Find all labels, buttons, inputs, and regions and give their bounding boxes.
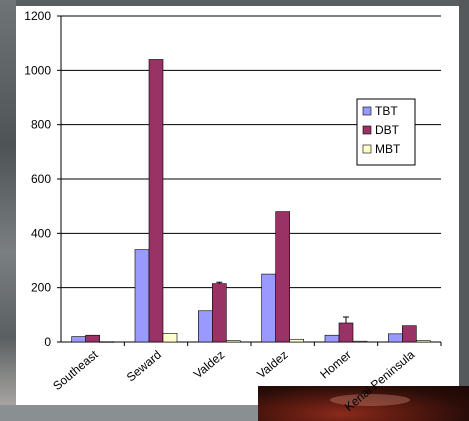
x-tick-label: Kenai Peninsula [342,347,418,414]
legend-label: TBT [375,104,398,118]
x-tick-label: Valdez [191,348,227,382]
y-tick-label: 400 [31,226,51,240]
bar [261,273,276,343]
x-tick-label: Southeast [50,347,101,393]
bar [99,341,114,343]
bar [198,310,213,343]
bar [148,59,164,343]
bar [289,338,304,343]
legend-swatch [362,125,372,135]
x-tick-label: Seward [124,348,164,385]
y-tick-label: 200 [31,281,51,295]
bar [402,325,417,343]
bar [352,340,368,343]
y-tick-label: 1000 [24,63,51,77]
x-tick-label: Homer [317,348,354,382]
y-tick-label: 800 [31,118,51,132]
legend-label: MBT [375,142,401,156]
legend-swatch [362,106,372,116]
legend-swatch [362,144,372,154]
bar [212,283,227,343]
specimen-photo [258,386,469,421]
bar [324,334,340,343]
background-right [459,0,469,421]
background-left [0,0,16,421]
bar [134,249,150,343]
bar [388,333,403,343]
bar [71,336,86,343]
bar [226,340,241,343]
bar [162,333,178,343]
bar [275,211,290,343]
background-top [0,0,469,6]
x-tick-label: Valdez [254,348,290,382]
y-tick-label: 0 [44,335,51,349]
legend-label: DBT [375,123,400,137]
bar [338,322,354,343]
y-tick-label: 600 [31,172,51,186]
specimen-photo-highlight [330,394,410,406]
bar [416,340,431,343]
bar [85,334,100,343]
y-tick-label: 1200 [24,9,51,23]
chart-panel [16,6,459,411]
